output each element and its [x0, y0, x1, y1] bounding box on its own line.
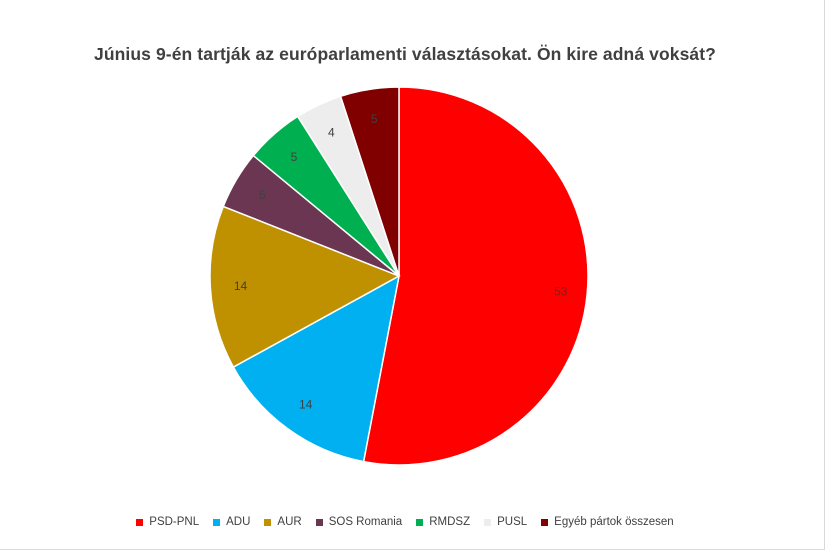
legend-swatch [264, 518, 272, 526]
legend-swatch [484, 518, 492, 526]
legend-label: SOS Romania [328, 516, 403, 528]
chart-title: Június 9-én tartják az európarlamenti vá… [94, 44, 716, 64]
pie-slice-egyeb-partok-osszesen [339, 86, 400, 277]
legend-label: PUSL [497, 516, 528, 528]
chart-legend: PSD-PNL ADU AUR SOS Romania RMDSZ PUSL Egyéb p… [0, 516, 810, 528]
pie-chart: 53 14 14 5 5 4 5 [209, 86, 589, 466]
legend-swatch [136, 518, 144, 526]
legend-swatch [213, 518, 221, 526]
data-label-egyeb-partok-osszesen: 5 [371, 112, 378, 126]
data-label-adu: 14 [299, 397, 313, 411]
data-label-pusl: 4 [328, 125, 335, 139]
legend-label: Egyéb pártok összesen [554, 516, 674, 528]
legend-swatch [315, 518, 323, 526]
legend-label: ADU [226, 516, 251, 528]
legend-item-rmdsz: RMDSZ [416, 516, 470, 528]
data-label-aur: 14 [234, 279, 248, 293]
data-label-psd-pnl: 53 [554, 284, 568, 298]
legend-item-psd-pnl: PSD-PNL [136, 516, 199, 528]
legend-item-pusl: PUSL [484, 516, 527, 528]
legend-label: AUR [277, 516, 302, 528]
legend-item-adu: ADU [213, 516, 250, 528]
legend-label: PSD-PNL [149, 516, 200, 528]
pie-slice-adu [232, 274, 401, 463]
data-label-sos-romania: 5 [259, 188, 266, 202]
legend-swatch [541, 518, 549, 526]
legend-item-egyeb-partok-osszesen: Egyéb pártok összesen [541, 516, 674, 528]
legend-swatch [416, 518, 424, 526]
pie-slice-aur [209, 205, 401, 369]
legend-item-aur: AUR [264, 516, 302, 528]
pie-slice-psd-pnl [362, 86, 589, 466]
legend-item-sos-romania: SOS Romania [315, 516, 403, 528]
legend-label: RMDSZ [429, 516, 471, 528]
data-label-rmdsz: 5 [291, 150, 298, 164]
